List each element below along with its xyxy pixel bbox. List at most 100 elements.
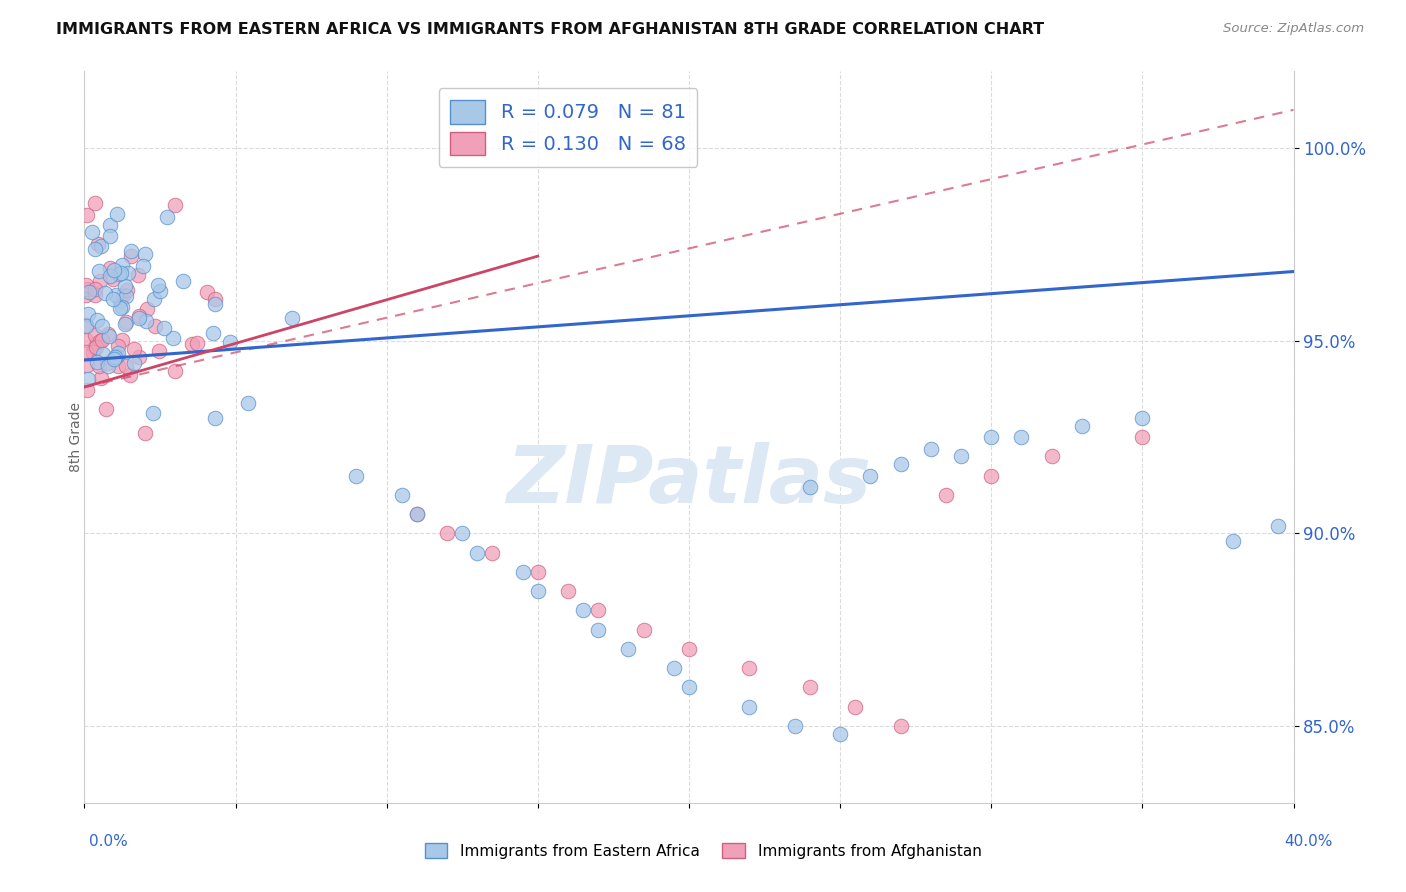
Point xyxy=(281,311,304,326)
Point xyxy=(844,699,866,714)
Point xyxy=(104,287,127,301)
Point xyxy=(156,210,179,224)
Point xyxy=(97,359,120,374)
Point xyxy=(82,225,104,239)
Point xyxy=(97,326,120,341)
Point xyxy=(98,329,121,343)
Point xyxy=(75,318,97,333)
Point xyxy=(107,268,129,282)
Point xyxy=(75,277,97,292)
Legend: R = 0.079   N = 81, R = 0.130   N = 68: R = 0.079 N = 81, R = 0.130 N = 68 xyxy=(439,88,697,167)
Point xyxy=(153,320,176,334)
Point xyxy=(122,343,145,357)
Point xyxy=(91,347,114,361)
Point xyxy=(128,351,150,365)
Point xyxy=(204,410,226,425)
Point xyxy=(77,307,100,321)
Point xyxy=(678,641,700,656)
Point xyxy=(783,719,806,733)
Point xyxy=(114,279,136,293)
Point xyxy=(103,272,125,286)
Point xyxy=(527,565,550,579)
Point xyxy=(588,603,610,617)
Point xyxy=(75,333,97,347)
Point xyxy=(124,356,146,370)
Point xyxy=(738,699,761,714)
Point xyxy=(799,480,821,494)
Point xyxy=(115,359,138,373)
Point xyxy=(103,351,125,366)
Point xyxy=(98,261,121,276)
Point xyxy=(75,318,97,332)
Point xyxy=(84,328,107,343)
Point xyxy=(77,285,100,300)
Point xyxy=(1071,418,1094,433)
Point xyxy=(678,681,700,695)
Point xyxy=(90,333,112,347)
Point xyxy=(76,282,98,296)
Point xyxy=(104,350,127,364)
Point xyxy=(391,488,413,502)
Point xyxy=(120,244,142,258)
Point xyxy=(980,430,1002,444)
Point xyxy=(890,457,912,471)
Point xyxy=(107,346,129,360)
Point xyxy=(107,339,129,353)
Point xyxy=(1132,410,1154,425)
Point xyxy=(662,661,685,675)
Point xyxy=(100,218,122,232)
Point xyxy=(83,196,105,211)
Point xyxy=(82,345,104,359)
Point xyxy=(76,359,98,373)
Point xyxy=(117,283,139,297)
Point xyxy=(572,603,595,617)
Text: 0.0%: 0.0% xyxy=(89,834,128,849)
Point xyxy=(204,297,226,311)
Point xyxy=(115,289,138,303)
Point xyxy=(195,285,218,299)
Text: ZIPatlas: ZIPatlas xyxy=(506,442,872,520)
Point xyxy=(84,242,107,256)
Point xyxy=(75,344,97,359)
Point xyxy=(950,450,973,464)
Point xyxy=(1267,518,1289,533)
Point xyxy=(96,401,118,416)
Point xyxy=(118,368,141,383)
Point xyxy=(143,319,166,334)
Point xyxy=(512,565,534,579)
Point xyxy=(84,340,107,354)
Point xyxy=(127,268,149,282)
Point xyxy=(98,229,121,244)
Point xyxy=(128,309,150,323)
Point xyxy=(738,661,761,675)
Point xyxy=(467,545,489,559)
Point xyxy=(84,282,107,296)
Point xyxy=(920,442,942,456)
Y-axis label: 8th Grade: 8th Grade xyxy=(69,402,83,472)
Point xyxy=(114,317,136,331)
Point xyxy=(1132,430,1154,444)
Point xyxy=(131,259,153,273)
Point xyxy=(181,336,204,351)
Point xyxy=(103,263,125,277)
Point xyxy=(481,545,503,559)
Point xyxy=(219,334,242,349)
Point xyxy=(128,311,150,326)
Point xyxy=(830,726,852,740)
Point xyxy=(799,681,821,695)
Point xyxy=(90,238,112,252)
Point xyxy=(406,507,429,521)
Point xyxy=(98,269,121,284)
Point xyxy=(135,313,157,327)
Point xyxy=(143,292,166,306)
Point xyxy=(87,264,110,278)
Point xyxy=(77,372,100,386)
Point xyxy=(588,623,610,637)
Point xyxy=(114,315,136,329)
Point xyxy=(527,584,550,599)
Point xyxy=(105,207,128,221)
Point xyxy=(165,364,187,378)
Point xyxy=(633,623,655,637)
Point xyxy=(76,383,98,397)
Point xyxy=(89,274,111,288)
